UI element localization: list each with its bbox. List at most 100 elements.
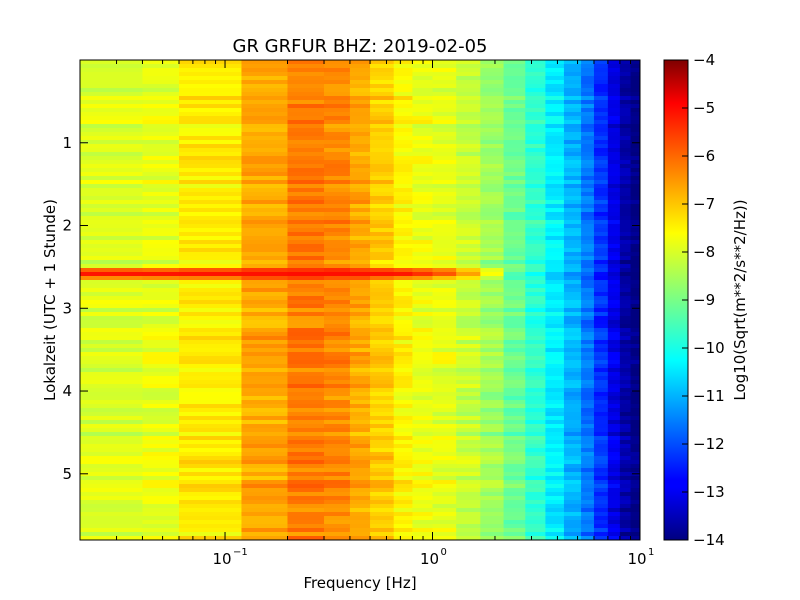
heatmap-cell: [349, 84, 371, 89]
heatmap-cell: [349, 456, 371, 461]
heatmap-cell: [142, 388, 180, 393]
heatmap-cell: [593, 160, 609, 165]
heatmap-cell: [503, 444, 526, 449]
heatmap-cell: [349, 396, 371, 401]
heatmap-cell: [619, 292, 632, 297]
heatmap-cell: [393, 372, 414, 377]
heatmap-cell: [370, 408, 395, 413]
heatmap-cell: [241, 352, 289, 357]
heatmap-cell: [619, 472, 632, 477]
heatmap-cell: [563, 516, 582, 521]
heatmap-cell: [593, 284, 609, 289]
heatmap-cell: [545, 144, 565, 149]
heatmap-cell: [179, 292, 243, 297]
heatmap-cell: [619, 176, 632, 181]
heatmap-cell: [581, 320, 595, 325]
heatmap-cell: [287, 532, 325, 537]
heatmap-cell: [480, 228, 505, 233]
heatmap-cell: [349, 116, 371, 121]
heatmap-cell: [287, 200, 325, 205]
heatmap-cell: [545, 352, 565, 357]
heatmap-cell: [324, 512, 351, 517]
heatmap-cell: [241, 304, 289, 309]
heatmap-cell: [241, 280, 289, 285]
heatmap-cell: [412, 508, 434, 513]
heatmap-cell: [581, 180, 595, 185]
heatmap-cell: [412, 324, 434, 329]
heatmap-cell: [412, 468, 434, 473]
heatmap-cell: [370, 76, 395, 81]
heatmap-cell: [179, 528, 243, 533]
heatmap-cell: [349, 96, 371, 101]
heatmap-cell: [456, 312, 481, 317]
heatmap-cell: [142, 308, 180, 313]
heatmap-cell: [412, 272, 434, 277]
heatmap-cell: [324, 152, 351, 157]
heatmap-cell: [142, 292, 180, 297]
heatmap-cell: [370, 416, 395, 421]
heatmap-cell: [412, 188, 434, 193]
heatmap-cell: [503, 212, 526, 217]
heatmap-cell: [480, 180, 505, 185]
heatmap-cell: [287, 384, 325, 389]
heatmap-cell: [525, 108, 546, 113]
heatmap-cell: [563, 300, 582, 305]
heatmap-cell: [607, 380, 621, 385]
heatmap-cell: [503, 388, 526, 393]
heatmap-cell: [630, 332, 640, 337]
heatmap-cell: [480, 80, 505, 85]
heatmap-cell: [593, 180, 609, 185]
heatmap-cell: [287, 128, 325, 133]
heatmap-cell: [287, 220, 325, 225]
heatmap-cell: [503, 280, 526, 285]
heatmap-cell: [581, 456, 595, 461]
heatmap-cell: [142, 112, 180, 117]
heatmap-cell: [607, 248, 621, 253]
heatmap-cell: [581, 152, 595, 157]
heatmap-cell: [480, 272, 505, 277]
heatmap-cell: [370, 228, 395, 233]
heatmap-cell: [630, 124, 640, 129]
heatmap-cell: [581, 308, 595, 313]
heatmap-cell: [630, 460, 640, 465]
heatmap-cell: [142, 324, 180, 329]
heatmap-cell: [142, 476, 180, 481]
heatmap-cell: [563, 308, 582, 313]
heatmap-cell: [525, 484, 546, 489]
heatmap-cell: [370, 88, 395, 93]
heatmap-cell: [349, 332, 371, 337]
heatmap-cell: [456, 200, 481, 205]
heatmap-cell: [370, 428, 395, 433]
heatmap-cell: [607, 304, 621, 309]
heatmap-cell: [480, 332, 505, 337]
heatmap-cell: [581, 396, 595, 401]
heatmap-cell: [581, 388, 595, 393]
heatmap-cell: [545, 208, 565, 213]
colorbar-tick-label: −11: [693, 387, 725, 405]
heatmap-cell: [432, 532, 457, 537]
heatmap-cell: [142, 144, 180, 149]
heatmap-cell: [370, 272, 395, 277]
heatmap-cell: [607, 344, 621, 349]
heatmap-cell: [432, 152, 457, 157]
heatmap-cell: [241, 256, 289, 261]
heatmap-cell: [619, 308, 632, 313]
heatmap-cell: [563, 228, 582, 233]
heatmap-cell: [630, 312, 640, 317]
heatmap-cell: [179, 416, 243, 421]
heatmap-cell: [349, 240, 371, 245]
heatmap-cell: [619, 160, 632, 165]
heatmap-cell: [525, 172, 546, 177]
heatmap-cell: [349, 204, 371, 209]
heatmap-cell: [287, 180, 325, 185]
heatmap-cell: [525, 332, 546, 337]
heatmap-cell: [80, 508, 144, 513]
heatmap-cell: [324, 88, 351, 93]
colorbar-tick-label: −9: [693, 291, 715, 309]
heatmap-cell: [593, 524, 609, 529]
heatmap-cell: [456, 492, 481, 497]
heatmap-cell: [581, 228, 595, 233]
heatmap-cell: [545, 376, 565, 381]
heatmap-cell: [241, 96, 289, 101]
